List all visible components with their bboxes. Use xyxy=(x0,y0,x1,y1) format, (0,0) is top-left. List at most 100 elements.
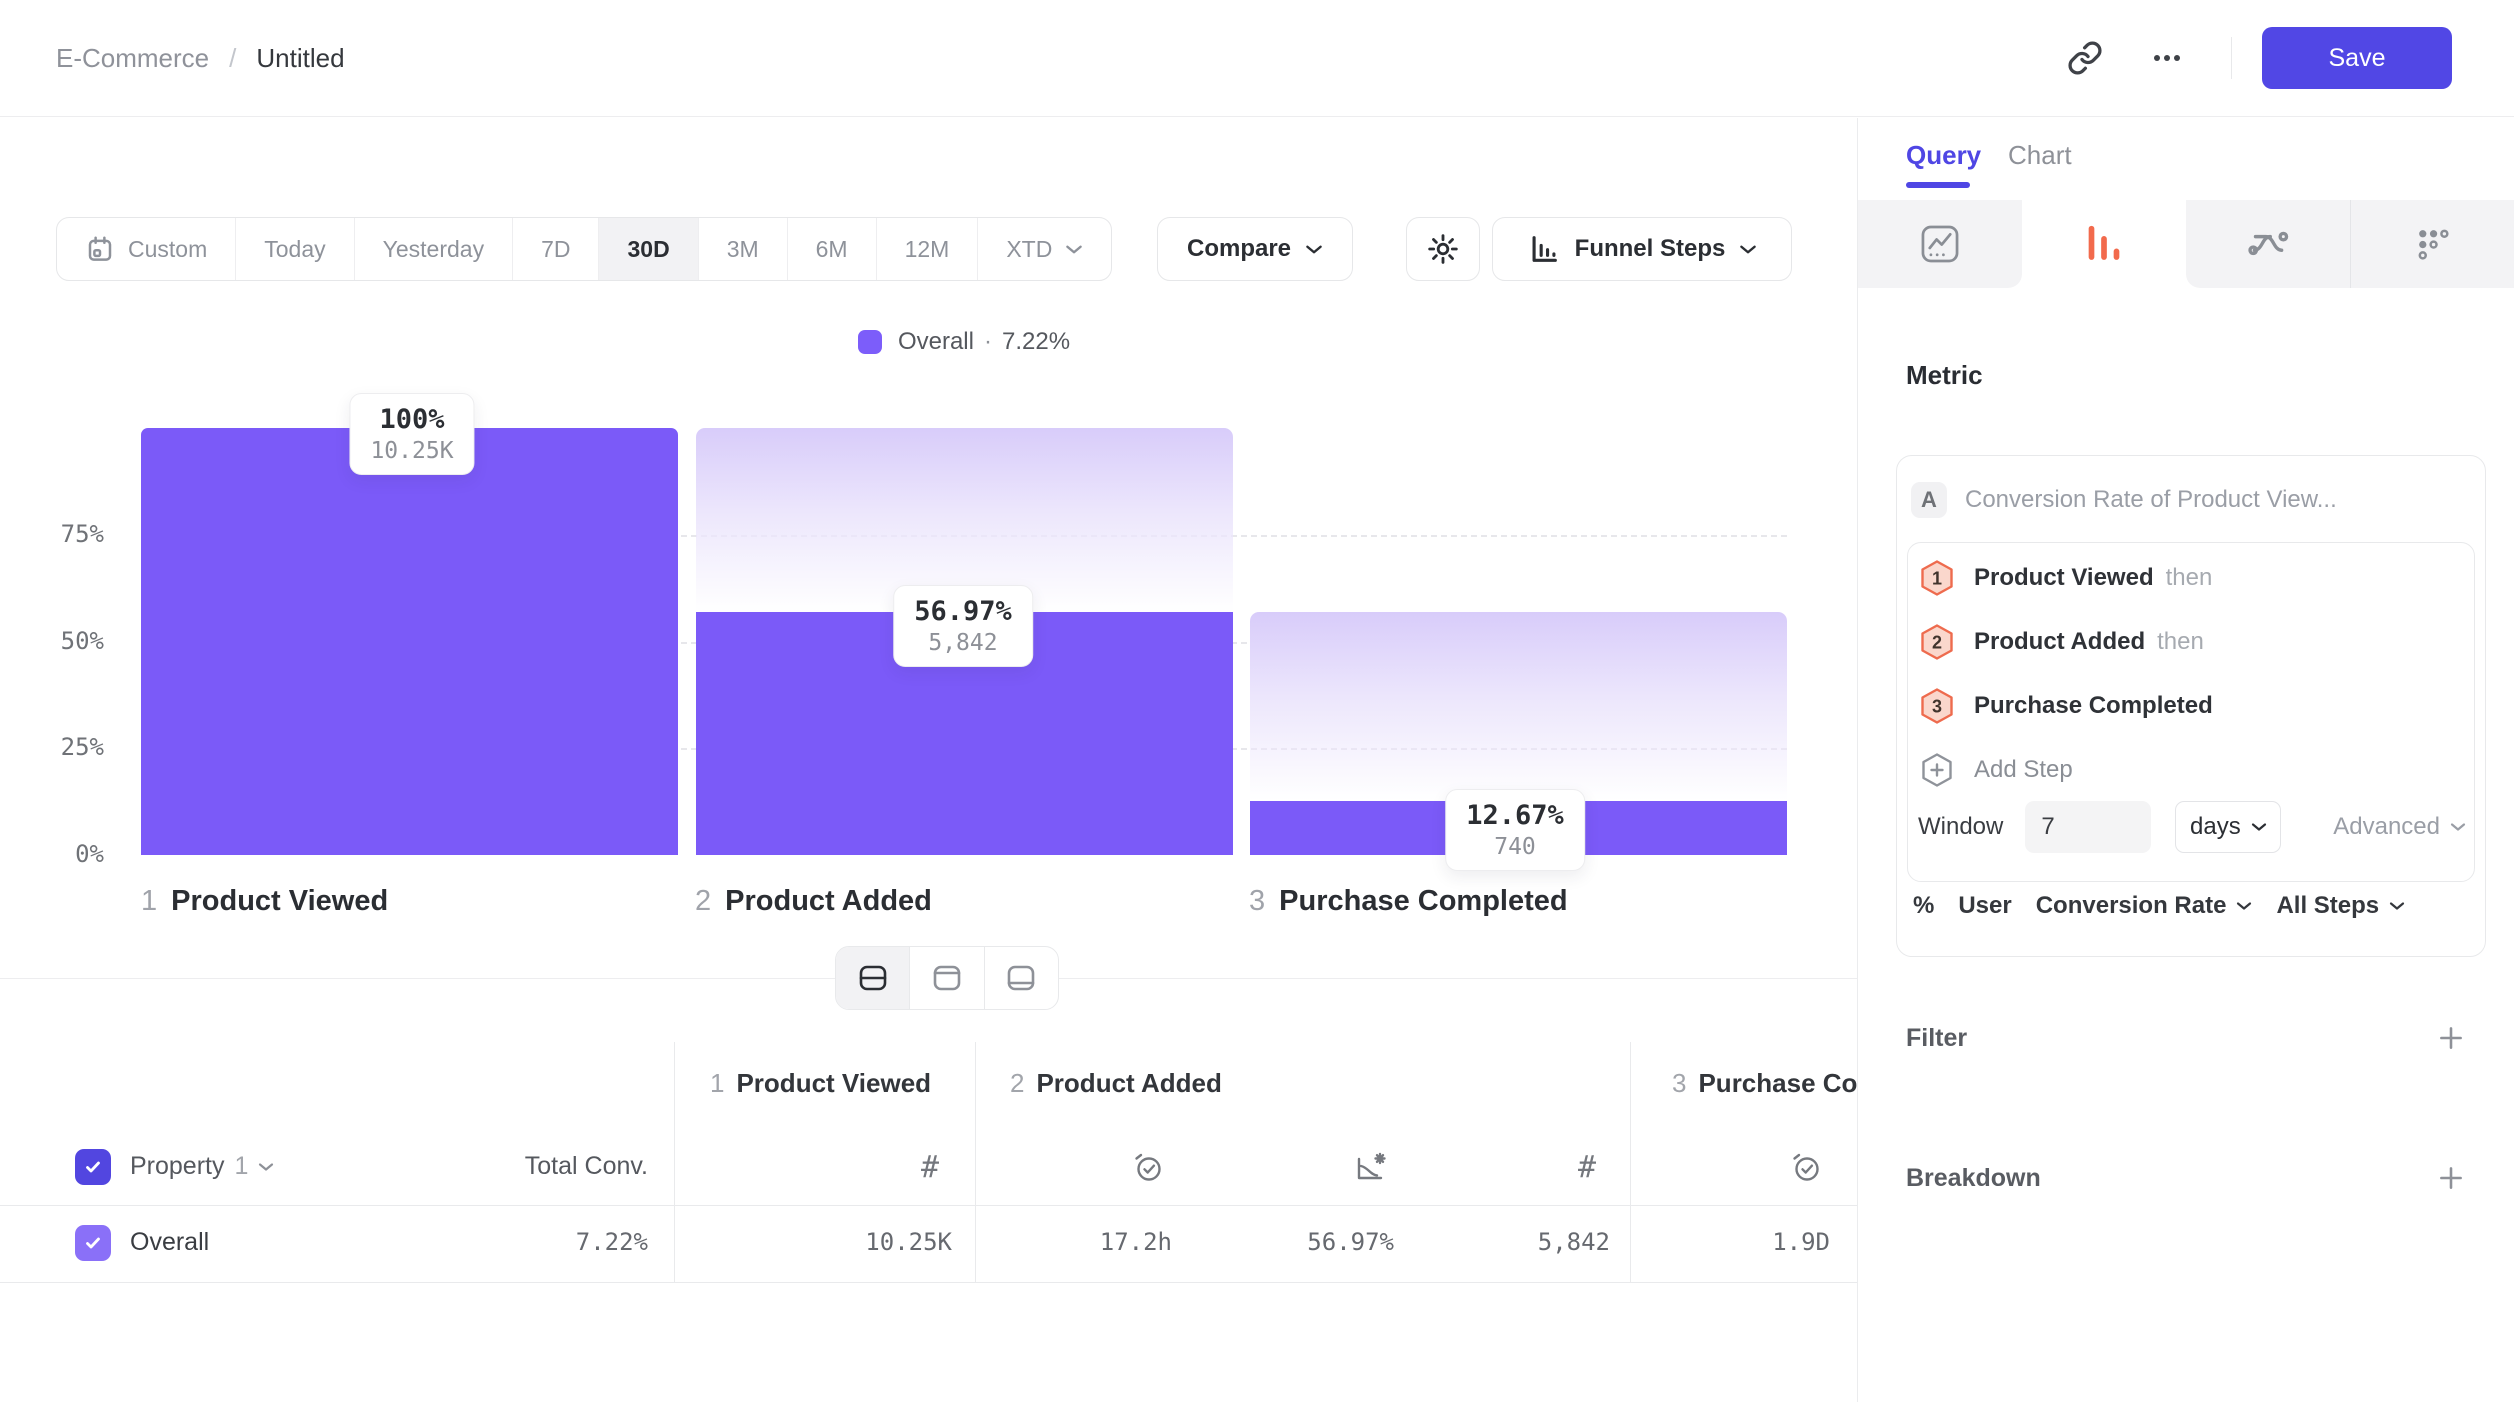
window-unit-label: days xyxy=(2190,813,2241,840)
step-name: Product Viewed xyxy=(171,885,389,917)
table-step-3-header[interactable]: 3 Purchase Completed xyxy=(1672,1068,1857,1099)
measure-format-selector[interactable]: % xyxy=(1913,892,1935,919)
window-value-input[interactable] xyxy=(2025,801,2152,853)
chart-type-flows[interactable] xyxy=(2186,200,2350,288)
layout-chart-only-button[interactable] xyxy=(910,947,985,1009)
top-bar: E-Commerce / Untitled Save xyxy=(0,0,2514,117)
query-step-1[interactable]: 1 Product Viewed then xyxy=(1918,558,2212,598)
add-filter-button[interactable] xyxy=(2436,1023,2466,1053)
chevron-down-icon xyxy=(2389,901,2405,911)
y-axis-tick: 0% xyxy=(75,840,104,868)
callout-count: 10.25K xyxy=(370,438,454,465)
date-range-30d-selected[interactable]: 30D xyxy=(599,218,699,280)
date-range-xtd[interactable]: XTD xyxy=(978,218,1111,280)
date-range-6m[interactable]: 6M xyxy=(788,218,877,280)
date-range-label: Custom xyxy=(128,235,208,262)
conversion-rate-icon[interactable] xyxy=(1352,1149,1388,1185)
chart-type-selector xyxy=(1858,200,2514,288)
chart-settings-button[interactable] xyxy=(1406,217,1480,281)
date-range-label: 30D xyxy=(627,235,670,262)
window-unit-select[interactable]: days xyxy=(2175,801,2282,853)
total-conv-header[interactable]: Total Conv. xyxy=(524,1152,648,1180)
measure-metric-selector[interactable]: Conversion Rate xyxy=(2036,892,2253,920)
date-range-label: 3M xyxy=(726,235,759,262)
save-button[interactable]: Save xyxy=(2262,27,2452,89)
table-column-divider xyxy=(1630,1042,1631,1282)
chevron-down-icon xyxy=(1065,244,1083,255)
chart-view-label: Funnel Steps xyxy=(1574,235,1726,262)
check-icon xyxy=(83,1157,103,1177)
date-range-custom[interactable]: Custom xyxy=(57,218,237,280)
uniques-count-icon[interactable]: # xyxy=(920,1149,940,1185)
table-step-1-header[interactable]: 1 Product Viewed xyxy=(710,1068,931,1099)
step-event-name: Product Added xyxy=(1974,628,2146,655)
date-range-label: 6M xyxy=(815,235,848,262)
breadcrumb-parent[interactable]: E-Commerce xyxy=(56,42,210,73)
avg-time-icon[interactable] xyxy=(1788,1149,1824,1185)
callout-count: 740 xyxy=(1494,834,1536,861)
y-axis-tick: 50% xyxy=(60,627,104,655)
legend-series-value: 7.22% xyxy=(1001,328,1071,355)
copy-link-button[interactable] xyxy=(2057,30,2113,86)
step-name: Product Added xyxy=(725,885,932,917)
query-step-2[interactable]: 2 Product Added then xyxy=(1918,622,2204,662)
measure-scope-selector[interactable]: All Steps xyxy=(2276,892,2405,920)
chart-type-insights[interactable] xyxy=(1858,200,2022,288)
chart-type-funnel-selected[interactable] xyxy=(2022,200,2186,288)
layout-toggle-group xyxy=(835,946,1059,1010)
funnel-steps-card: 1 Product Viewed then 2 Product Added th… xyxy=(1907,542,2475,882)
date-range-label: 12M xyxy=(904,235,950,262)
breadcrumb-current-title[interactable]: Untitled xyxy=(256,42,345,73)
tab-chart[interactable]: Chart xyxy=(2008,140,2072,170)
plus-icon xyxy=(2436,1023,2466,1053)
layout-split-view-button[interactable] xyxy=(836,947,911,1009)
callout-percent: 12.67% xyxy=(1466,800,1564,831)
add-breakdown-button[interactable] xyxy=(2436,1163,2466,1193)
callout-percent: 56.97% xyxy=(914,596,1012,627)
date-range-3m[interactable]: 3M xyxy=(699,218,788,280)
chevron-down-icon xyxy=(2450,822,2466,832)
compare-button[interactable]: Compare xyxy=(1157,217,1353,281)
callout-count: 5,842 xyxy=(928,630,998,657)
property-header-dropdown[interactable]: Property 1 xyxy=(130,1152,274,1181)
chart-only-icon xyxy=(930,961,964,995)
chart-legend[interactable]: Overall · 7.22% xyxy=(141,328,1787,356)
date-range-today[interactable]: Today xyxy=(236,218,355,280)
step-number: 1 xyxy=(710,1068,725,1098)
date-range-7d[interactable]: 7D xyxy=(513,218,600,280)
breakdown-label: Breakdown xyxy=(1906,1163,2041,1192)
step-connector: then xyxy=(2165,564,2213,591)
topbar-divider xyxy=(2231,37,2232,79)
tab-query[interactable]: Query xyxy=(1906,140,1982,170)
svg-text:2: 2 xyxy=(1932,633,1942,653)
query-step-3[interactable]: 3 Purchase Completed xyxy=(1918,686,2225,726)
step-name: Product Viewed xyxy=(736,1068,932,1098)
insights-line-chart-icon xyxy=(1915,219,1965,269)
date-range-label: XTD xyxy=(1006,235,1053,262)
funnel-bar-step-1[interactable] xyxy=(141,428,678,855)
series-row[interactable]: A Conversion Rate of Product View... xyxy=(1911,482,2471,518)
advanced-toggle[interactable]: Advanced xyxy=(2333,813,2466,841)
measure-entity-selector[interactable]: User xyxy=(1958,892,2012,919)
legend-series-label: Overall xyxy=(897,328,974,355)
avg-time-icon[interactable] xyxy=(1130,1149,1166,1185)
window-label: Window xyxy=(1918,813,2004,840)
step-name: Product Added xyxy=(1036,1068,1222,1098)
layout-table-only-button[interactable] xyxy=(985,947,1058,1009)
table-header-divider xyxy=(0,1205,1857,1206)
conversion-window-row: Window days Advanced xyxy=(1918,801,2466,853)
add-step-button[interactable]: Add Step xyxy=(1918,750,2073,790)
date-range-12m[interactable]: 12M xyxy=(877,218,979,280)
chart-view-selector-button[interactable]: Funnel Steps xyxy=(1492,217,1792,281)
select-all-checkbox[interactable] xyxy=(75,1149,111,1185)
check-icon xyxy=(83,1233,103,1253)
more-options-button[interactable] xyxy=(2139,30,2195,86)
row-checkbox-overall[interactable] xyxy=(75,1225,111,1261)
table-step-2-header[interactable]: 2 Product Added xyxy=(1010,1068,1222,1099)
row-step2-conv-rate: 56.97% xyxy=(1307,1228,1394,1256)
date-range-yesterday[interactable]: Yesterday xyxy=(355,218,514,280)
date-range-control: Custom Today Yesterday 7D 30D 3M 6M 12M … xyxy=(56,217,1113,281)
chart-type-retention[interactable] xyxy=(2350,200,2514,288)
uniques-count-icon[interactable]: # xyxy=(1577,1149,1597,1185)
chevron-down-icon xyxy=(2251,822,2267,832)
